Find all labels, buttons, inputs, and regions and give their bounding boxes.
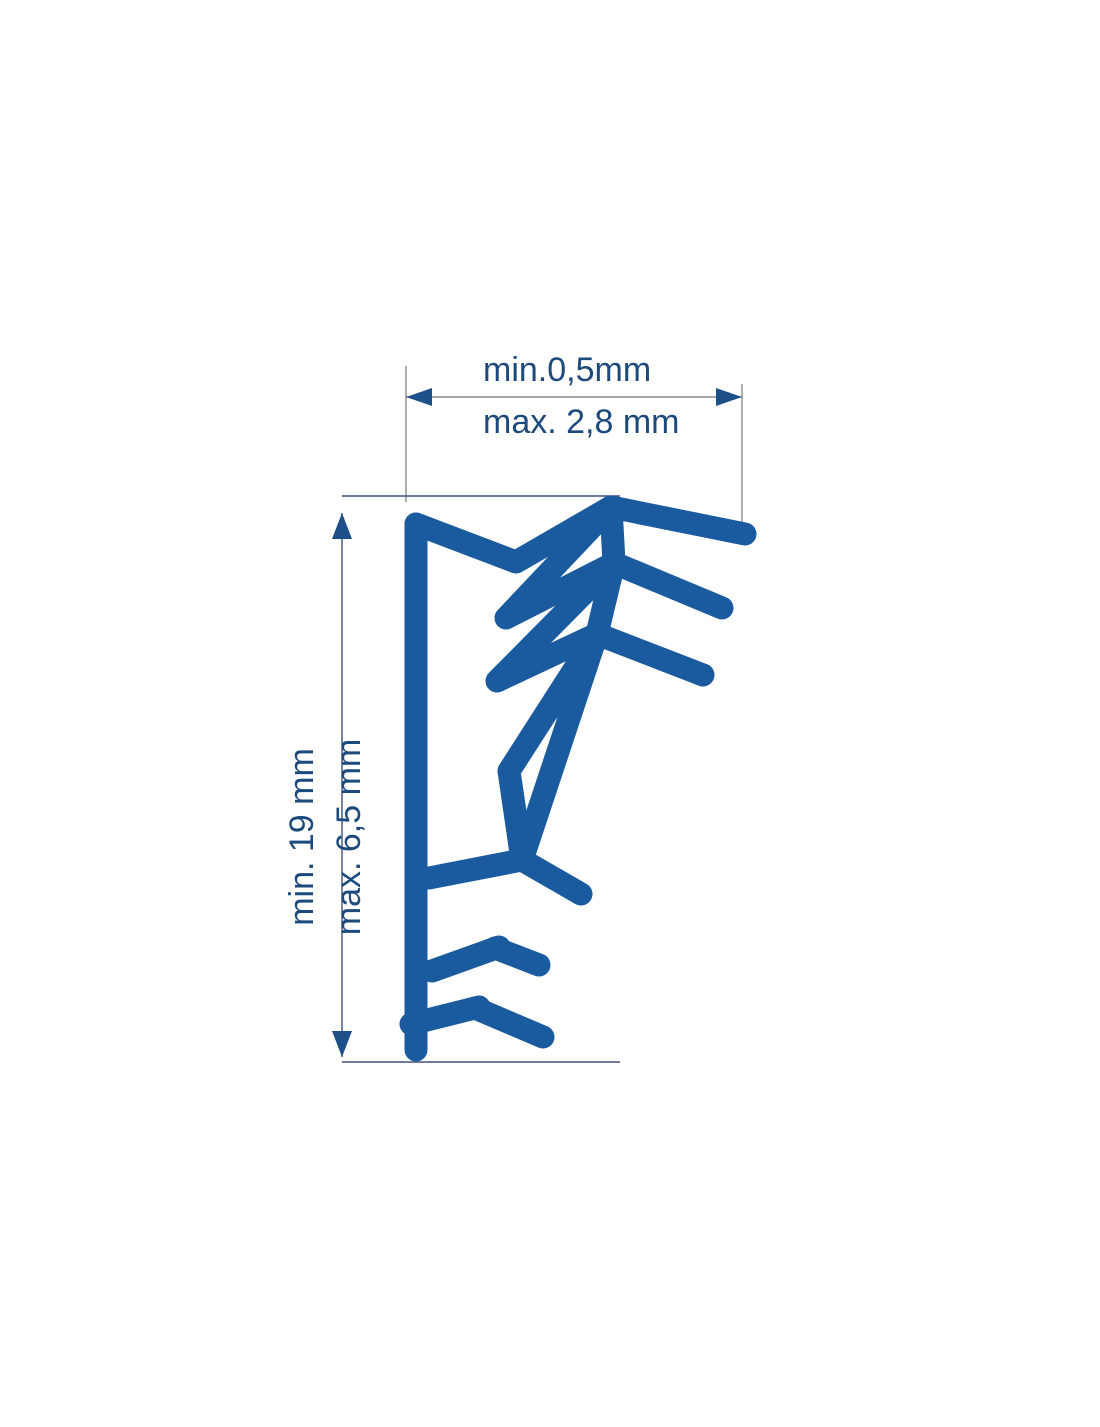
svg-text:min. 19 mm: min. 19 mm [283, 748, 321, 926]
svg-text:max. 6,5 mm: max. 6,5 mm [330, 739, 368, 935]
svg-text:max. 2,8 mm: max. 2,8 mm [483, 403, 679, 441]
svg-text:min.0,5mm: min.0,5mm [483, 351, 651, 389]
